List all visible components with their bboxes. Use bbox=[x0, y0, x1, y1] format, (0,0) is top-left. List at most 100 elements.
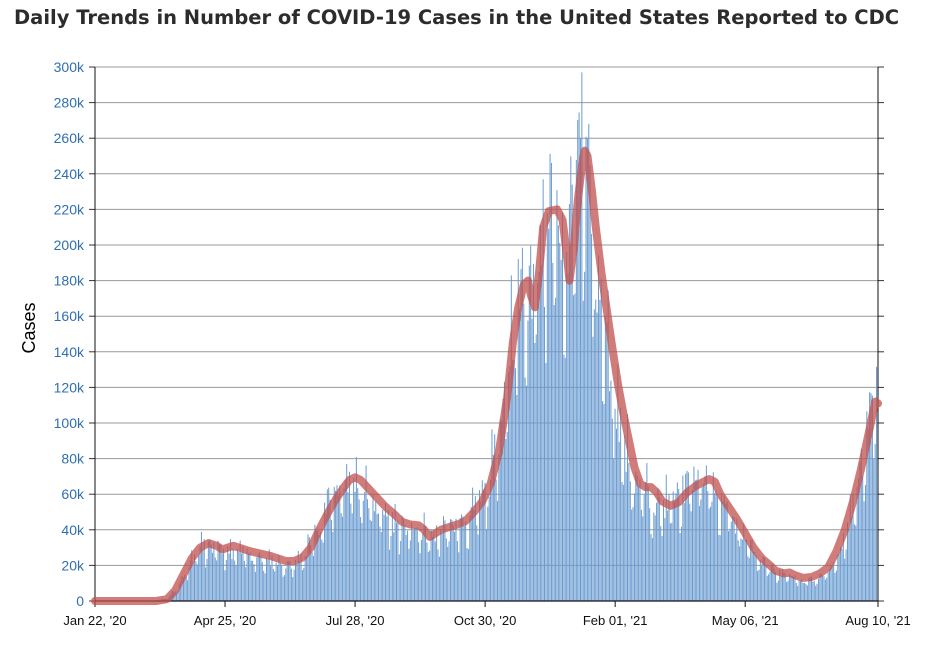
daily-bar bbox=[509, 365, 511, 601]
daily-bar bbox=[863, 501, 865, 601]
daily-bar bbox=[353, 477, 355, 601]
daily-bar bbox=[712, 472, 714, 601]
daily-bar bbox=[272, 568, 274, 601]
daily-bar bbox=[571, 184, 573, 601]
daily-bar bbox=[407, 530, 409, 601]
daily-bar bbox=[178, 583, 180, 601]
daily-bar bbox=[827, 572, 829, 601]
y-tick-label: 280k bbox=[54, 95, 85, 111]
daily-bar bbox=[401, 515, 403, 601]
daily-bar bbox=[275, 562, 277, 601]
x-tick-label: Aug 10, '21 bbox=[845, 613, 910, 628]
daily-bar bbox=[411, 522, 413, 601]
daily-bar bbox=[513, 360, 515, 601]
daily-bar bbox=[289, 561, 291, 601]
daily-bar bbox=[620, 407, 622, 601]
daily-bar bbox=[398, 554, 400, 601]
daily-bar bbox=[521, 247, 523, 602]
daily-bar bbox=[577, 119, 579, 602]
daily-bar bbox=[268, 549, 270, 601]
daily-bar bbox=[326, 489, 328, 601]
daily-bar bbox=[603, 403, 605, 601]
daily-bar bbox=[631, 509, 633, 601]
daily-bar bbox=[329, 499, 331, 601]
daily-bar bbox=[366, 499, 368, 601]
daily-bar bbox=[708, 508, 710, 601]
daily-bar bbox=[719, 535, 721, 601]
daily-bar bbox=[491, 429, 493, 601]
daily-bar bbox=[436, 525, 438, 601]
daily-bar bbox=[472, 487, 474, 601]
daily-bar bbox=[526, 385, 528, 601]
daily-bar bbox=[589, 164, 591, 602]
daily-bar bbox=[531, 318, 533, 601]
daily-bar bbox=[254, 571, 256, 601]
daily-bar bbox=[418, 542, 420, 601]
daily-bar bbox=[180, 581, 182, 601]
daily-bar bbox=[721, 493, 723, 601]
daily-bar bbox=[368, 508, 370, 601]
daily-bar bbox=[694, 480, 696, 601]
daily-bar bbox=[321, 539, 323, 601]
daily-bar bbox=[454, 531, 456, 601]
daily-bar bbox=[563, 354, 565, 601]
daily-bar bbox=[567, 273, 569, 601]
daily-bar bbox=[869, 392, 871, 601]
daily-bar bbox=[490, 480, 492, 601]
daily-bar bbox=[279, 562, 281, 601]
daily-bar bbox=[614, 408, 616, 601]
daily-bar bbox=[794, 575, 796, 601]
chart-title: Daily Trends in Number of COVID-19 Cases… bbox=[14, 6, 900, 29]
daily-bar bbox=[633, 493, 635, 601]
daily-bar bbox=[306, 555, 308, 601]
daily-bar bbox=[416, 527, 418, 601]
daily-bar bbox=[426, 542, 428, 601]
daily-bar bbox=[485, 529, 487, 601]
daily-bar bbox=[625, 471, 627, 601]
daily-bar bbox=[866, 411, 868, 601]
daily-bar bbox=[335, 490, 337, 601]
daily-bar bbox=[209, 539, 211, 601]
daily-bar bbox=[826, 577, 828, 601]
daily-bar bbox=[557, 225, 559, 601]
daily-bar bbox=[768, 574, 770, 601]
daily-bar bbox=[253, 564, 255, 601]
daily-bar bbox=[378, 513, 380, 601]
daily-bar bbox=[319, 531, 321, 601]
daily-bar bbox=[466, 548, 468, 601]
daily-bar bbox=[581, 72, 583, 602]
daily-bar bbox=[501, 421, 503, 601]
daily-bar bbox=[638, 485, 640, 601]
daily-bar bbox=[636, 475, 638, 601]
daily-bar bbox=[573, 295, 575, 601]
daily-bar bbox=[192, 562, 194, 601]
daily-bar bbox=[689, 503, 691, 601]
daily-bar bbox=[676, 482, 678, 601]
daily-bar bbox=[640, 509, 642, 601]
daily-bar bbox=[375, 500, 377, 601]
daily-bar bbox=[412, 529, 414, 601]
daily-bar bbox=[488, 496, 490, 601]
daily-bar bbox=[520, 269, 522, 601]
daily-bar bbox=[419, 553, 421, 601]
daily-bar bbox=[762, 556, 764, 601]
daily-bar bbox=[624, 435, 626, 601]
daily-bar bbox=[562, 212, 564, 601]
y-tick-label: 40k bbox=[61, 522, 85, 538]
daily-bar bbox=[757, 571, 759, 601]
daily-bar bbox=[599, 299, 601, 601]
x-tick-label: Jan 22, '20 bbox=[63, 613, 126, 628]
daily-bar bbox=[312, 556, 314, 601]
daily-bar bbox=[711, 501, 713, 601]
daily-bar bbox=[376, 514, 378, 601]
daily-bar bbox=[808, 578, 810, 601]
daily-bar bbox=[228, 553, 230, 601]
daily-bar bbox=[647, 486, 649, 601]
daily-bar bbox=[790, 575, 792, 601]
daily-bar bbox=[591, 233, 593, 601]
daily-bar bbox=[496, 500, 498, 601]
y-tick-label: 200k bbox=[54, 237, 85, 253]
daily-bar bbox=[315, 530, 317, 601]
daily-bar bbox=[479, 490, 480, 601]
daily-bar bbox=[853, 524, 855, 601]
